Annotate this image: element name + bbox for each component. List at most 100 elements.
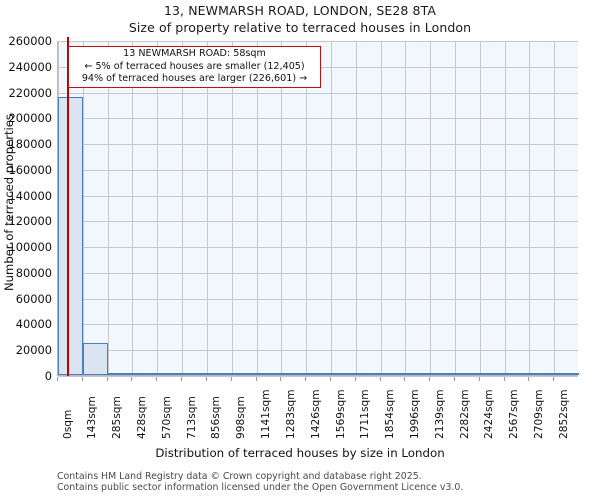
x-axis-tick-label: 1426sqm [309, 389, 322, 439]
property-annotation-box: 13 NEWMARSH ROAD: 58sqm ← 5% of terraced… [68, 46, 321, 88]
gridline-vertical [281, 41, 283, 375]
x-axis-tick-mark [106, 377, 108, 381]
histogram-bar [231, 373, 257, 375]
x-axis-tick-label: 856sqm [210, 396, 223, 439]
gridline-vertical [554, 41, 556, 375]
y-axis-tick-label: 120000 [8, 214, 52, 229]
x-axis-tick-label: 998sqm [235, 396, 248, 439]
gridline-vertical [455, 41, 457, 375]
x-axis-tick-label: 0sqm [61, 409, 74, 439]
y-axis-tick-label: 60000 [15, 291, 52, 306]
y-axis-tick-label: 80000 [15, 265, 52, 280]
gridline-vertical [132, 41, 134, 375]
gridline-vertical [355, 41, 357, 375]
gridline-vertical [182, 41, 184, 375]
histogram-bar [58, 96, 83, 375]
x-axis-tick-mark [305, 377, 307, 381]
x-axis-tick-mark [205, 377, 207, 381]
histogram-bar [430, 373, 456, 375]
y-axis-tick-label: 100000 [8, 240, 52, 255]
x-axis-tick-label: 285sqm [111, 396, 124, 439]
gridline-horizontal [58, 221, 578, 223]
y-axis-tick-label: 180000 [8, 137, 52, 152]
gridline-horizontal [58, 195, 578, 197]
gridline-horizontal [58, 144, 578, 146]
gridline-vertical [231, 41, 233, 375]
gridline-horizontal [58, 298, 578, 300]
gridline-horizontal [58, 247, 578, 249]
footer-line-1: Contains HM Land Registry data © Crown c… [57, 471, 422, 482]
histogram-bar [380, 373, 406, 375]
x-axis-tick-mark [404, 377, 406, 381]
x-axis-tick-label: 1996sqm [408, 389, 421, 439]
histogram-bar [157, 373, 183, 375]
y-axis-tick-label: 200000 [8, 111, 52, 126]
gridline-horizontal [58, 41, 578, 42]
y-axis-label: Number of terraced properties [2, 113, 16, 291]
page-subtitle: Size of property relative to terraced ho… [128, 20, 472, 35]
x-axis-tick-label: 2424sqm [483, 389, 496, 439]
histogram-bar [107, 373, 133, 375]
x-axis-tick-mark [528, 377, 530, 381]
x-axis-tick-mark [429, 377, 431, 381]
x-axis-tick-mark [330, 377, 332, 381]
gridline-vertical [206, 41, 208, 375]
x-axis-tick-label: 2282sqm [458, 389, 471, 439]
x-axis-tick-mark [454, 377, 456, 381]
x-axis-tick-label: 1854sqm [384, 389, 397, 439]
gridline-vertical [405, 41, 407, 375]
x-axis-tick-mark [503, 377, 505, 381]
x-axis-tick-mark [255, 377, 257, 381]
x-axis-tick-mark [354, 377, 356, 381]
histogram-bar [405, 373, 431, 375]
x-axis-tick-label: 2139sqm [433, 389, 446, 439]
gridline-vertical [157, 41, 159, 375]
gridline-horizontal [58, 118, 578, 120]
page-title: 13, NEWMARSH ROAD, LONDON, SE28 8TA [163, 3, 437, 18]
gridline-horizontal [58, 92, 578, 94]
x-axis-tick-label: 2852sqm [557, 389, 570, 439]
histogram-bar [182, 373, 207, 375]
x-axis-tick-mark [280, 377, 282, 381]
gridline-horizontal [58, 324, 578, 326]
x-axis-tick-label: 570sqm [160, 396, 173, 439]
x-axis-tick-mark [156, 377, 158, 381]
gridline-vertical [529, 41, 531, 375]
gridline-horizontal [58, 376, 578, 377]
histogram-bar [330, 373, 356, 375]
y-axis-tick-label: 220000 [8, 85, 52, 100]
gridline-vertical [430, 41, 432, 375]
y-axis-tick-label: 260000 [8, 34, 52, 48]
histogram-bar [479, 373, 505, 375]
histogram-bar [554, 373, 580, 375]
footer-attribution: Contains HM Land Registry data © Crown c… [57, 471, 597, 494]
annotation-line-2: ← 5% of terraced houses are smaller (12,… [84, 60, 305, 72]
histogram-bars [58, 41, 580, 375]
x-axis-tick-label: 2567sqm [508, 389, 521, 439]
x-axis-tick-label: 1711sqm [359, 389, 372, 439]
gridline-vertical [479, 41, 481, 375]
gridline-horizontal [58, 272, 578, 274]
gridline-vertical [256, 41, 258, 375]
x-axis-tick-label: 1569sqm [334, 389, 347, 439]
gridline-horizontal [58, 350, 578, 352]
y-axis-tick-label: 0 [44, 369, 52, 383]
gridline-vertical [107, 41, 109, 375]
x-axis-tick-label: 143sqm [86, 396, 99, 439]
histogram-bar [82, 342, 108, 375]
x-axis-tick-mark [57, 377, 58, 381]
annotation-line-3: 94% of terraced houses are larger (226,6… [81, 73, 308, 85]
x-axis-tick-mark [478, 377, 480, 381]
annotation-line-1: 13 NEWMARSH ROAD: 58sqm [123, 48, 266, 59]
x-axis-tick-mark [81, 377, 83, 381]
x-axis-tick-label: 428sqm [135, 396, 148, 439]
y-axis-tick-label: 20000 [15, 343, 52, 358]
gridline-horizontal [58, 169, 578, 171]
x-axis-tick-label: 2709sqm [532, 389, 545, 439]
plot-area [57, 37, 580, 377]
histogram-bar [504, 373, 530, 375]
histogram-bar [206, 373, 232, 375]
histogram-bar [306, 373, 331, 375]
histogram-bar [355, 373, 381, 375]
y-axis-tick-label: 140000 [8, 188, 52, 203]
